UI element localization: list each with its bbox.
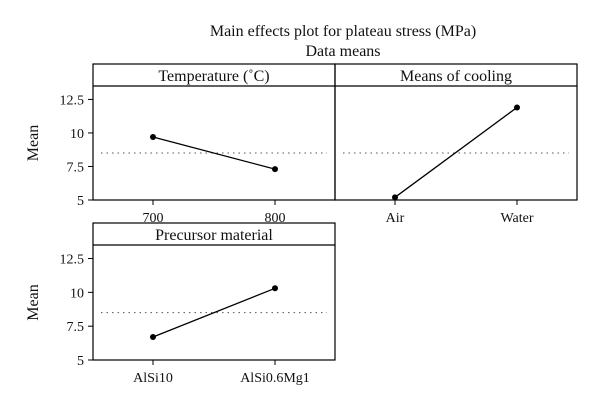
panel-2: Means of cooling Air Water: [334, 63, 578, 226]
panel-1: Temperature (˚C) 5 7.5 10 12.5 Mean 700 800: [25, 63, 336, 226]
panel-title: Means of cooling: [400, 68, 512, 85]
chart-subtitle: Data means: [305, 43, 380, 60]
panel-frame: [92, 222, 336, 361]
data-point: [272, 166, 278, 173]
data-point: [272, 285, 278, 292]
panel-3: Precursor material 5 7.5 10 12.5 Mean AlSi10 Al…: [25, 222, 336, 386]
y-tick-label: 5: [77, 194, 84, 209]
x-tick-label: Water: [500, 211, 533, 226]
series-line: [152, 287, 276, 338]
y-tick-label: 12.5: [60, 253, 85, 268]
y-tick-label: 7.5: [67, 160, 85, 175]
data-point: [150, 334, 156, 340]
y-tick-label: 5: [77, 354, 84, 369]
series-line: [394, 106, 518, 198]
x-tick-label: Air: [386, 211, 405, 226]
panel-frame: [334, 63, 578, 201]
data-point: [514, 104, 520, 111]
x-tick-label: 800: [265, 211, 286, 226]
y-tick-label: 7.5: [67, 320, 85, 335]
data-point: [392, 194, 398, 201]
y-tick-label: 10: [70, 286, 84, 301]
panel-title: Precursor material: [155, 227, 273, 244]
chart-title: Main effects plot for plateau stress (MP…: [210, 23, 476, 40]
y-tick-label: 10: [70, 127, 84, 142]
series-line: [152, 136, 276, 170]
x-tick-label: 700: [143, 211, 164, 226]
data-point: [150, 133, 156, 140]
y-axis-label: Mean: [25, 284, 42, 320]
panels-layer: Temperature (˚C) 5 7.5 10 12.5 Mean 700 800 Mean…: [25, 63, 578, 386]
y-tick-label: 12.5: [60, 93, 85, 108]
panel-title: Temperature (˚C): [158, 68, 269, 85]
x-tick-label: AlSi10: [133, 371, 173, 386]
x-tick-label: AlSi0.6Mg1: [240, 371, 310, 386]
y-axis-label: Mean: [25, 125, 42, 161]
